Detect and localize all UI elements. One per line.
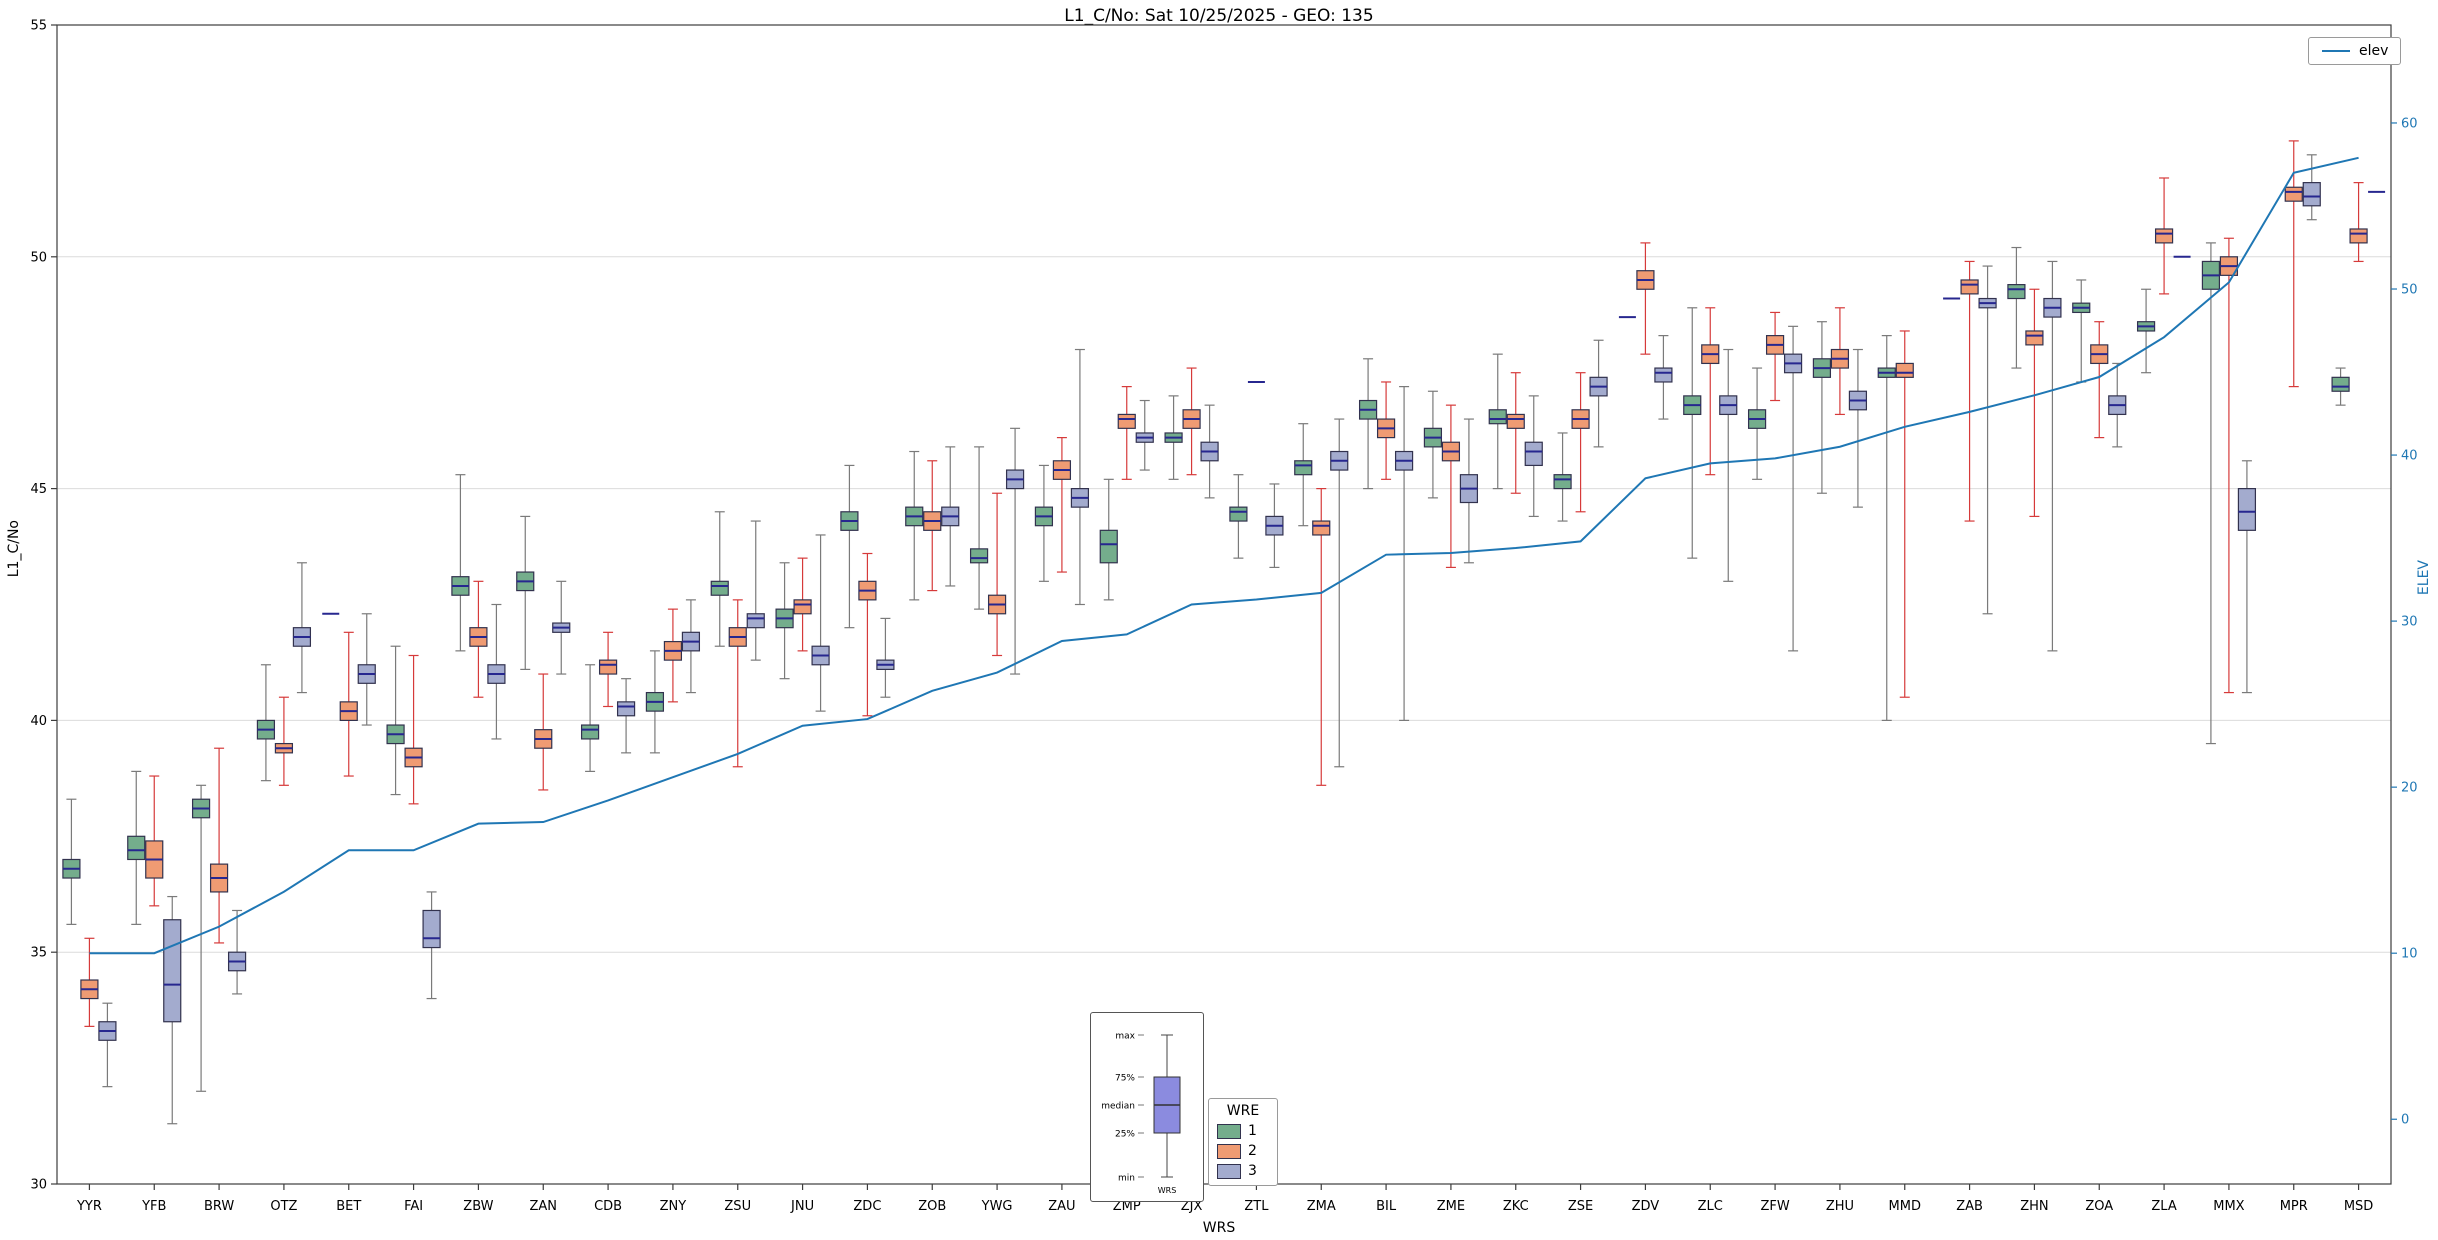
legend-wre-entry-1: 1 <box>1217 1123 1269 1139</box>
svg-text:ZHU: ZHU <box>1826 1199 1854 1214</box>
svg-text:YYR: YYR <box>76 1199 102 1214</box>
y-axis-left: 30 35 40 45 50 55 <box>30 19 57 1193</box>
svg-text:ZOB: ZOB <box>918 1199 946 1214</box>
svg-text:MMD: MMD <box>1889 1199 1921 1214</box>
svg-text:35: 35 <box>30 946 47 961</box>
legend-wre-entry-label: 1 <box>1248 1123 1257 1139</box>
svg-text:40: 40 <box>30 714 47 729</box>
svg-text:ZMP: ZMP <box>1113 1199 1141 1214</box>
boxplot-anatomy-diagram: max 75% median 25% min WRS <box>1101 1032 1181 1195</box>
legend-elev: elev <box>2308 37 2402 65</box>
svg-text:55: 55 <box>30 19 47 34</box>
inset-label-75: 75% <box>1115 1074 1135 1084</box>
svg-text:ZSU: ZSU <box>724 1199 751 1214</box>
svg-text:JNU: JNU <box>790 1199 814 1214</box>
legend-wre-rows: 1 2 3 <box>1217 1123 1269 1179</box>
boxplot-series-3 <box>98 154 2386 1125</box>
x-axis-label: WRS <box>1202 1220 1236 1236</box>
inset-label-25: 25% <box>1115 1130 1135 1140</box>
y-axis-label-right: ELEV <box>2416 560 2432 596</box>
svg-text:50: 50 <box>2401 283 2418 298</box>
svg-text:20: 20 <box>2401 781 2418 796</box>
svg-text:MMX: MMX <box>2213 1199 2244 1214</box>
svg-text:30: 30 <box>30 1178 47 1193</box>
legend-wre-title: WRE <box>1226 1103 1260 1119</box>
svg-text:ZSE: ZSE <box>1568 1199 1593 1214</box>
elev-line-icon <box>2322 50 2350 52</box>
svg-text:50: 50 <box>30 250 47 265</box>
legend-wre-entry-3: 3 <box>1217 1163 1269 1179</box>
svg-text:ZTL: ZTL <box>1244 1199 1269 1214</box>
svg-text:MPR: MPR <box>2280 1199 2308 1214</box>
svg-text:ZNY: ZNY <box>660 1199 687 1214</box>
legend-wre-entry-2: 2 <box>1217 1143 1269 1159</box>
svg-text:ZFW: ZFW <box>1760 1199 1789 1214</box>
svg-text:ZDV: ZDV <box>1632 1199 1660 1214</box>
elev-line <box>89 156 2359 955</box>
inset-label-median: median <box>1101 1102 1135 1112</box>
svg-text:YFB: YFB <box>141 1199 166 1214</box>
legend-swatch-1 <box>1217 1123 1241 1139</box>
svg-text:ZOA: ZOA <box>2085 1199 2113 1214</box>
chart-title: L1_C/No: Sat 10/25/2025 - GEO: 135 <box>1064 6 1374 26</box>
svg-text:BIL: BIL <box>1376 1199 1397 1214</box>
svg-text:YWG: YWG <box>981 1199 1013 1214</box>
svg-text:40: 40 <box>2401 449 2418 464</box>
legend-swatch-3 <box>1217 1163 1241 1179</box>
svg-text:ZAN: ZAN <box>529 1199 557 1214</box>
svg-text:OTZ: OTZ <box>270 1199 297 1214</box>
svg-text:ZMA: ZMA <box>1307 1199 1336 1214</box>
svg-text:BET: BET <box>336 1199 361 1214</box>
boxplot-series-2 <box>80 140 2368 1027</box>
legend-wre-entry-label: 2 <box>1248 1143 1257 1159</box>
svg-text:ZME: ZME <box>1437 1199 1465 1214</box>
svg-text:ZLC: ZLC <box>1698 1199 1723 1214</box>
gridlines <box>57 24 2391 1185</box>
legend-wre-entry-label: 3 <box>1248 1163 1257 1179</box>
svg-text:45: 45 <box>30 482 47 497</box>
svg-text:ZBW: ZBW <box>463 1199 493 1214</box>
svg-text:60: 60 <box>2401 116 2418 131</box>
svg-text:0: 0 <box>2401 1113 2409 1128</box>
legend-elev-label: elev <box>2359 43 2389 59</box>
y-axis-right: 0 10 20 30 40 50 60 <box>2391 116 2418 1128</box>
svg-text:ZHN: ZHN <box>2020 1199 2048 1214</box>
svg-text:BRW: BRW <box>204 1199 234 1214</box>
legend-swatch-2 <box>1217 1143 1241 1159</box>
svg-text:ZAU: ZAU <box>1048 1199 1075 1214</box>
svg-text:ZJX: ZJX <box>1181 1199 1203 1214</box>
svg-text:ZLA: ZLA <box>2151 1199 2176 1214</box>
inset-footer-label: WRS <box>1158 1186 1177 1195</box>
svg-text:ZDC: ZDC <box>853 1199 881 1214</box>
inset-label-max: max <box>1115 1032 1135 1042</box>
inset-label-min: min <box>1118 1174 1135 1184</box>
x-axis: YYR YFB BRW OTZ BET FAI ZBW ZAN CDB ZNY ZSU JNU ZDC Z… <box>76 1184 2373 1214</box>
svg-text:ZKC: ZKC <box>1503 1199 1529 1214</box>
svg-text:MSD: MSD <box>2344 1199 2373 1214</box>
svg-text:CDB: CDB <box>594 1199 622 1214</box>
svg-text:ZAB: ZAB <box>1956 1199 1983 1214</box>
legend-wre: WRE 1 2 3 <box>1208 1098 1278 1186</box>
svg-text:10: 10 <box>2401 947 2418 962</box>
boxplot-anatomy-inset: max 75% median 25% min WRS <box>1090 1012 1204 1202</box>
svg-text:30: 30 <box>2401 615 2418 630</box>
plot-border <box>56 24 2392 1185</box>
svg-text:FAI: FAI <box>404 1199 423 1214</box>
boxplot-series-1 <box>62 242 2350 1092</box>
y-axis-label-left: L1_C/No <box>6 520 22 578</box>
